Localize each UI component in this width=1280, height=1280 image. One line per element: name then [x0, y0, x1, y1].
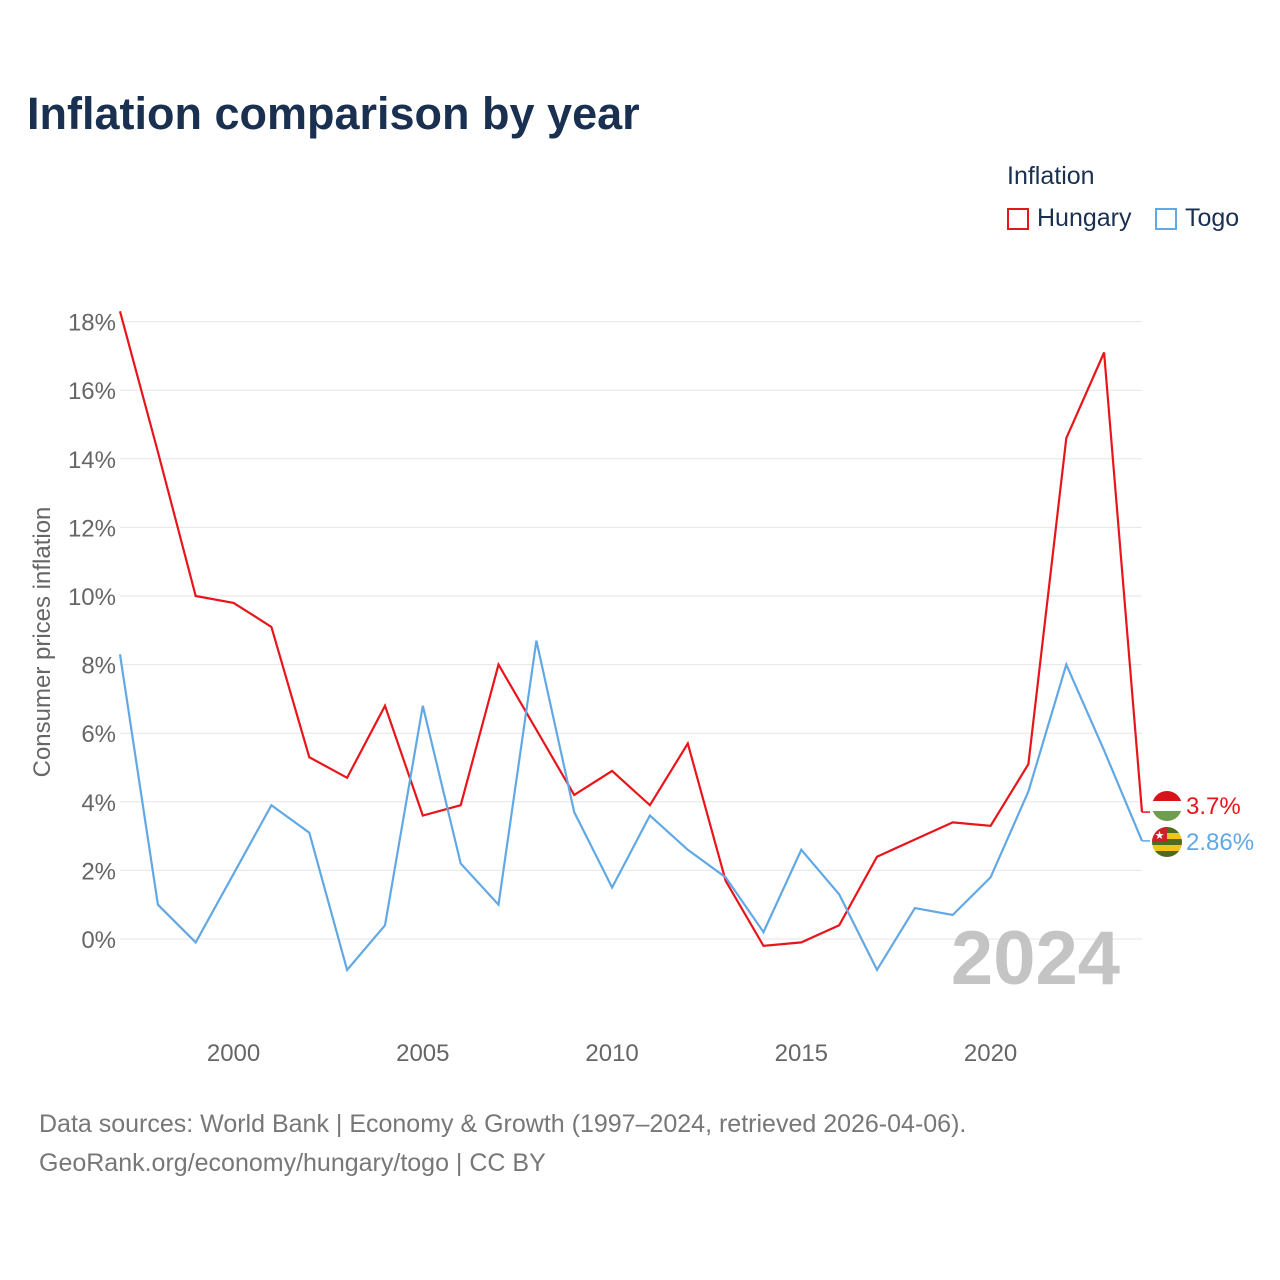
y-tick-label: 8%	[81, 653, 116, 680]
footer: Data sources: World Bank | Economy & Gro…	[39, 1105, 966, 1183]
x-tick-label: 2010	[585, 1040, 638, 1067]
end-label-hungary: 3.7%	[1186, 793, 1241, 820]
legend-title: Inflation	[1007, 162, 1095, 190]
x-axis-ticks: 2000 2005 2010 2015 2020	[207, 1040, 1017, 1067]
grid-lines	[120, 321, 1142, 940]
series-line-togo	[118, 640, 1144, 973]
legend-swatch-togo	[1155, 207, 1177, 230]
end-markers: ★ 3.7% 2.86%	[1142, 791, 1254, 857]
legend-label-hungary: Hungary	[1037, 204, 1132, 232]
footer-sources: Data sources: World Bank | Economy & Gro…	[39, 1110, 967, 1138]
legend-swatch-hungary	[1007, 207, 1029, 230]
series-lines	[118, 311, 1144, 973]
y-tick-label: 18%	[68, 310, 116, 337]
end-label-togo: 2.86%	[1186, 829, 1254, 856]
y-axis-ticks: 0% 2% 4% 6% 8% 10% 12% 14% 16% 18%	[68, 310, 116, 954]
y-tick-label: 4%	[81, 790, 116, 817]
line-chart: 0%2%4%6%8%10%12%14%16%18% 2000 2005 2010 20…	[29, 310, 1254, 1067]
x-tick-label: 2005	[396, 1040, 449, 1067]
y-tick-label: 14%	[68, 447, 116, 474]
y-tick-label: 0%	[81, 927, 116, 954]
y-tick-label: 10%	[68, 584, 116, 611]
legend-label-togo: Togo	[1185, 204, 1240, 232]
y-tick-label: 2%	[81, 858, 116, 885]
legend-item-hungary[interactable]: Hungary	[1007, 204, 1132, 233]
x-tick-label: 2000	[207, 1040, 260, 1067]
page-title: Inflation comparison by year	[27, 88, 640, 139]
flag-hungary-icon	[1152, 791, 1182, 821]
y-tick-label: 12%	[68, 515, 116, 542]
flag-togo-icon: ★	[1152, 827, 1182, 857]
y-tick-label: 6%	[81, 721, 116, 748]
y-tick-label: 16%	[68, 378, 116, 405]
series-line-hungary	[118, 311, 1144, 948]
footer-attribution: GeoRank.org/economy/hungary/togo | CC BY	[39, 1149, 546, 1177]
year-watermark: 2024	[951, 916, 1120, 1001]
x-tick-label: 2015	[775, 1040, 828, 1067]
legend-item-togo[interactable]: Togo	[1155, 204, 1239, 233]
svg-text:★: ★	[1155, 829, 1165, 842]
y-axis-label: Consumer prices inflation	[29, 507, 56, 778]
x-tick-label: 2020	[964, 1040, 1017, 1067]
